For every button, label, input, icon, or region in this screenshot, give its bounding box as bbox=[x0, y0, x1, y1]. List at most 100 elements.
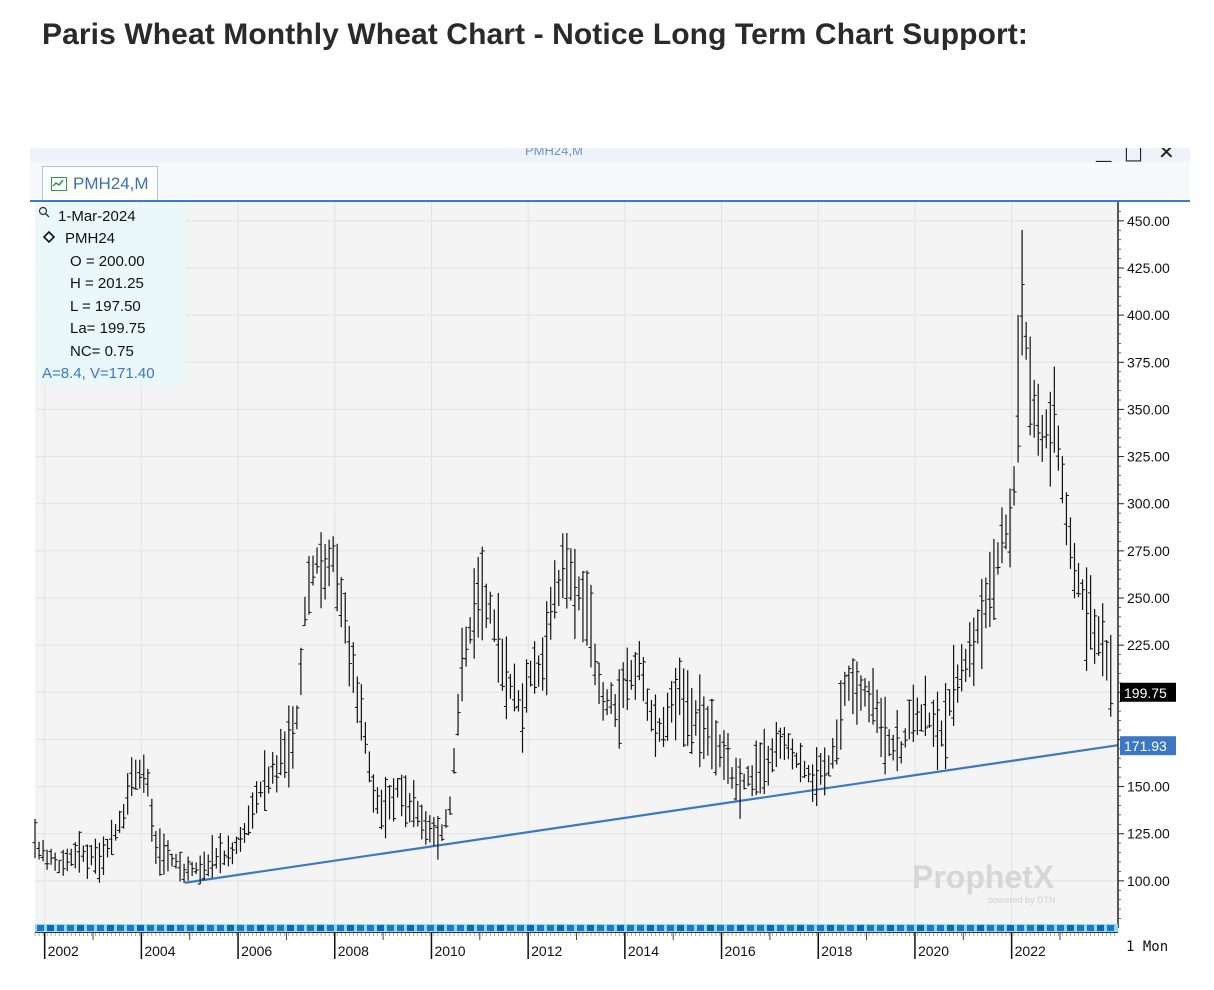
strip-block bbox=[677, 925, 684, 931]
info-box: 1-Mar-2024 PMH24 O = 200.00 H = 201.25 L… bbox=[36, 204, 186, 386]
ohlc-bar bbox=[789, 738, 795, 770]
ohlc-bar bbox=[620, 662, 626, 709]
ohlc-bar bbox=[153, 831, 159, 864]
ohlc-bar bbox=[685, 670, 691, 746]
ohlc-bar bbox=[479, 546, 485, 641]
ohlc-bar bbox=[725, 733, 731, 784]
strip-block bbox=[87, 925, 94, 931]
strip-block bbox=[987, 925, 994, 931]
strip-block bbox=[657, 925, 664, 931]
ohlc-bar bbox=[419, 804, 425, 840]
ohlc-bar bbox=[1023, 321, 1029, 360]
ohlc-bar bbox=[88, 844, 94, 866]
ohlc-bar bbox=[439, 824, 445, 841]
ohlc-bar bbox=[951, 644, 957, 726]
ohlc-bar bbox=[318, 532, 324, 609]
ohlc-bar bbox=[930, 699, 936, 747]
ohlc-bar bbox=[1084, 567, 1090, 671]
strip-block bbox=[1067, 925, 1074, 931]
strip-block bbox=[817, 925, 824, 931]
tab-chart[interactable]: PMH24,M bbox=[42, 166, 158, 200]
ohlc-bar bbox=[959, 644, 965, 692]
ohlc-bar bbox=[757, 742, 763, 794]
strip-block bbox=[867, 925, 874, 931]
strip-block bbox=[37, 925, 44, 931]
last-price-tag: 199.75 bbox=[1120, 682, 1176, 702]
strip-block bbox=[647, 925, 654, 931]
ohlc-bar bbox=[177, 851, 183, 882]
ohlc-bar bbox=[648, 699, 654, 732]
ohlc-bar bbox=[109, 819, 115, 856]
ohlc-bar bbox=[1088, 575, 1094, 650]
ohlc-bar bbox=[427, 815, 433, 843]
ohlc-bar bbox=[584, 570, 590, 646]
info-high: H = 201.25 bbox=[70, 275, 144, 292]
ohlc-bar bbox=[455, 693, 461, 736]
ohlc-bar bbox=[346, 625, 352, 687]
ohlc-bar bbox=[1055, 425, 1061, 471]
ohlc-bar bbox=[201, 851, 207, 881]
minimize-icon[interactable]: ▁ bbox=[1096, 148, 1112, 162]
last-price-tag-bg bbox=[1120, 682, 1176, 702]
ohlc-bar bbox=[507, 674, 513, 699]
strip-block bbox=[437, 925, 444, 931]
ohlc-bar bbox=[765, 745, 771, 786]
strip-block bbox=[797, 925, 804, 931]
zoom-icon[interactable] bbox=[38, 206, 50, 218]
maximize-icon[interactable]: □ bbox=[1124, 148, 1143, 162]
watermark-brand: ProphetX bbox=[912, 859, 1055, 895]
ohlc-bar bbox=[1035, 383, 1041, 456]
ohlc-bar bbox=[1080, 579, 1086, 610]
strip-block bbox=[617, 925, 624, 931]
ohlc-bar bbox=[237, 827, 243, 852]
plot-background bbox=[35, 202, 1118, 928]
strip-block bbox=[1027, 925, 1034, 931]
watermark-sub: powered by DTN bbox=[988, 895, 1056, 905]
ohlc-bar bbox=[286, 705, 292, 788]
x-tick-label: 2014 bbox=[628, 943, 659, 959]
ohlc-bar bbox=[334, 543, 340, 612]
ohlc-bar bbox=[495, 593, 501, 683]
strip-block bbox=[897, 925, 904, 931]
ohlc-bar bbox=[995, 542, 1001, 575]
ohlc-bar bbox=[608, 682, 614, 715]
strip-block bbox=[577, 925, 584, 931]
ohlc-bar bbox=[552, 560, 558, 619]
ohlc-bar bbox=[769, 738, 775, 773]
ohlc-bar bbox=[483, 583, 489, 628]
strip-block bbox=[447, 925, 454, 931]
ohlc-bar bbox=[802, 760, 808, 779]
ohlc-bar bbox=[556, 569, 562, 606]
ohlc-bar bbox=[213, 848, 219, 869]
chart-plot[interactable]: 1-Mar-2024 PMH24 O = 200.00 H = 201.25 L… bbox=[30, 148, 1190, 963]
x-tick-label: 2012 bbox=[531, 943, 562, 959]
ohlc-bar bbox=[709, 698, 715, 770]
ohlc-bar bbox=[890, 734, 896, 761]
ohlc-bar bbox=[250, 792, 256, 829]
ohlc-bar bbox=[721, 730, 727, 781]
ohlc-bar bbox=[84, 844, 90, 879]
ohlc-bar bbox=[185, 856, 191, 881]
y-tick-label: 350.00 bbox=[1127, 401, 1170, 417]
ohlc-bar bbox=[540, 637, 546, 691]
ohlc-bar bbox=[669, 681, 675, 723]
ohlc-bar bbox=[403, 775, 409, 828]
ohlc-bar bbox=[874, 689, 880, 734]
ohlc-bar bbox=[834, 719, 840, 765]
close-icon[interactable]: ✕ bbox=[1158, 148, 1175, 162]
ohlc-bar bbox=[741, 773, 747, 790]
ohlc-bar bbox=[632, 651, 638, 700]
ohlc-bar bbox=[854, 661, 860, 725]
ohlc-bar bbox=[636, 641, 642, 681]
ohlc-bar bbox=[902, 728, 908, 748]
strip-block bbox=[397, 925, 404, 931]
strip-block bbox=[227, 925, 234, 931]
strip-block bbox=[137, 925, 144, 931]
x-tick-label: 2010 bbox=[434, 943, 465, 959]
ohlc-bar bbox=[278, 728, 284, 776]
strip-block bbox=[217, 925, 224, 931]
strip-block bbox=[57, 925, 64, 931]
ohlc-bar bbox=[254, 781, 260, 814]
ohlc-bar bbox=[197, 855, 203, 885]
ohlc-bar bbox=[1011, 466, 1017, 506]
